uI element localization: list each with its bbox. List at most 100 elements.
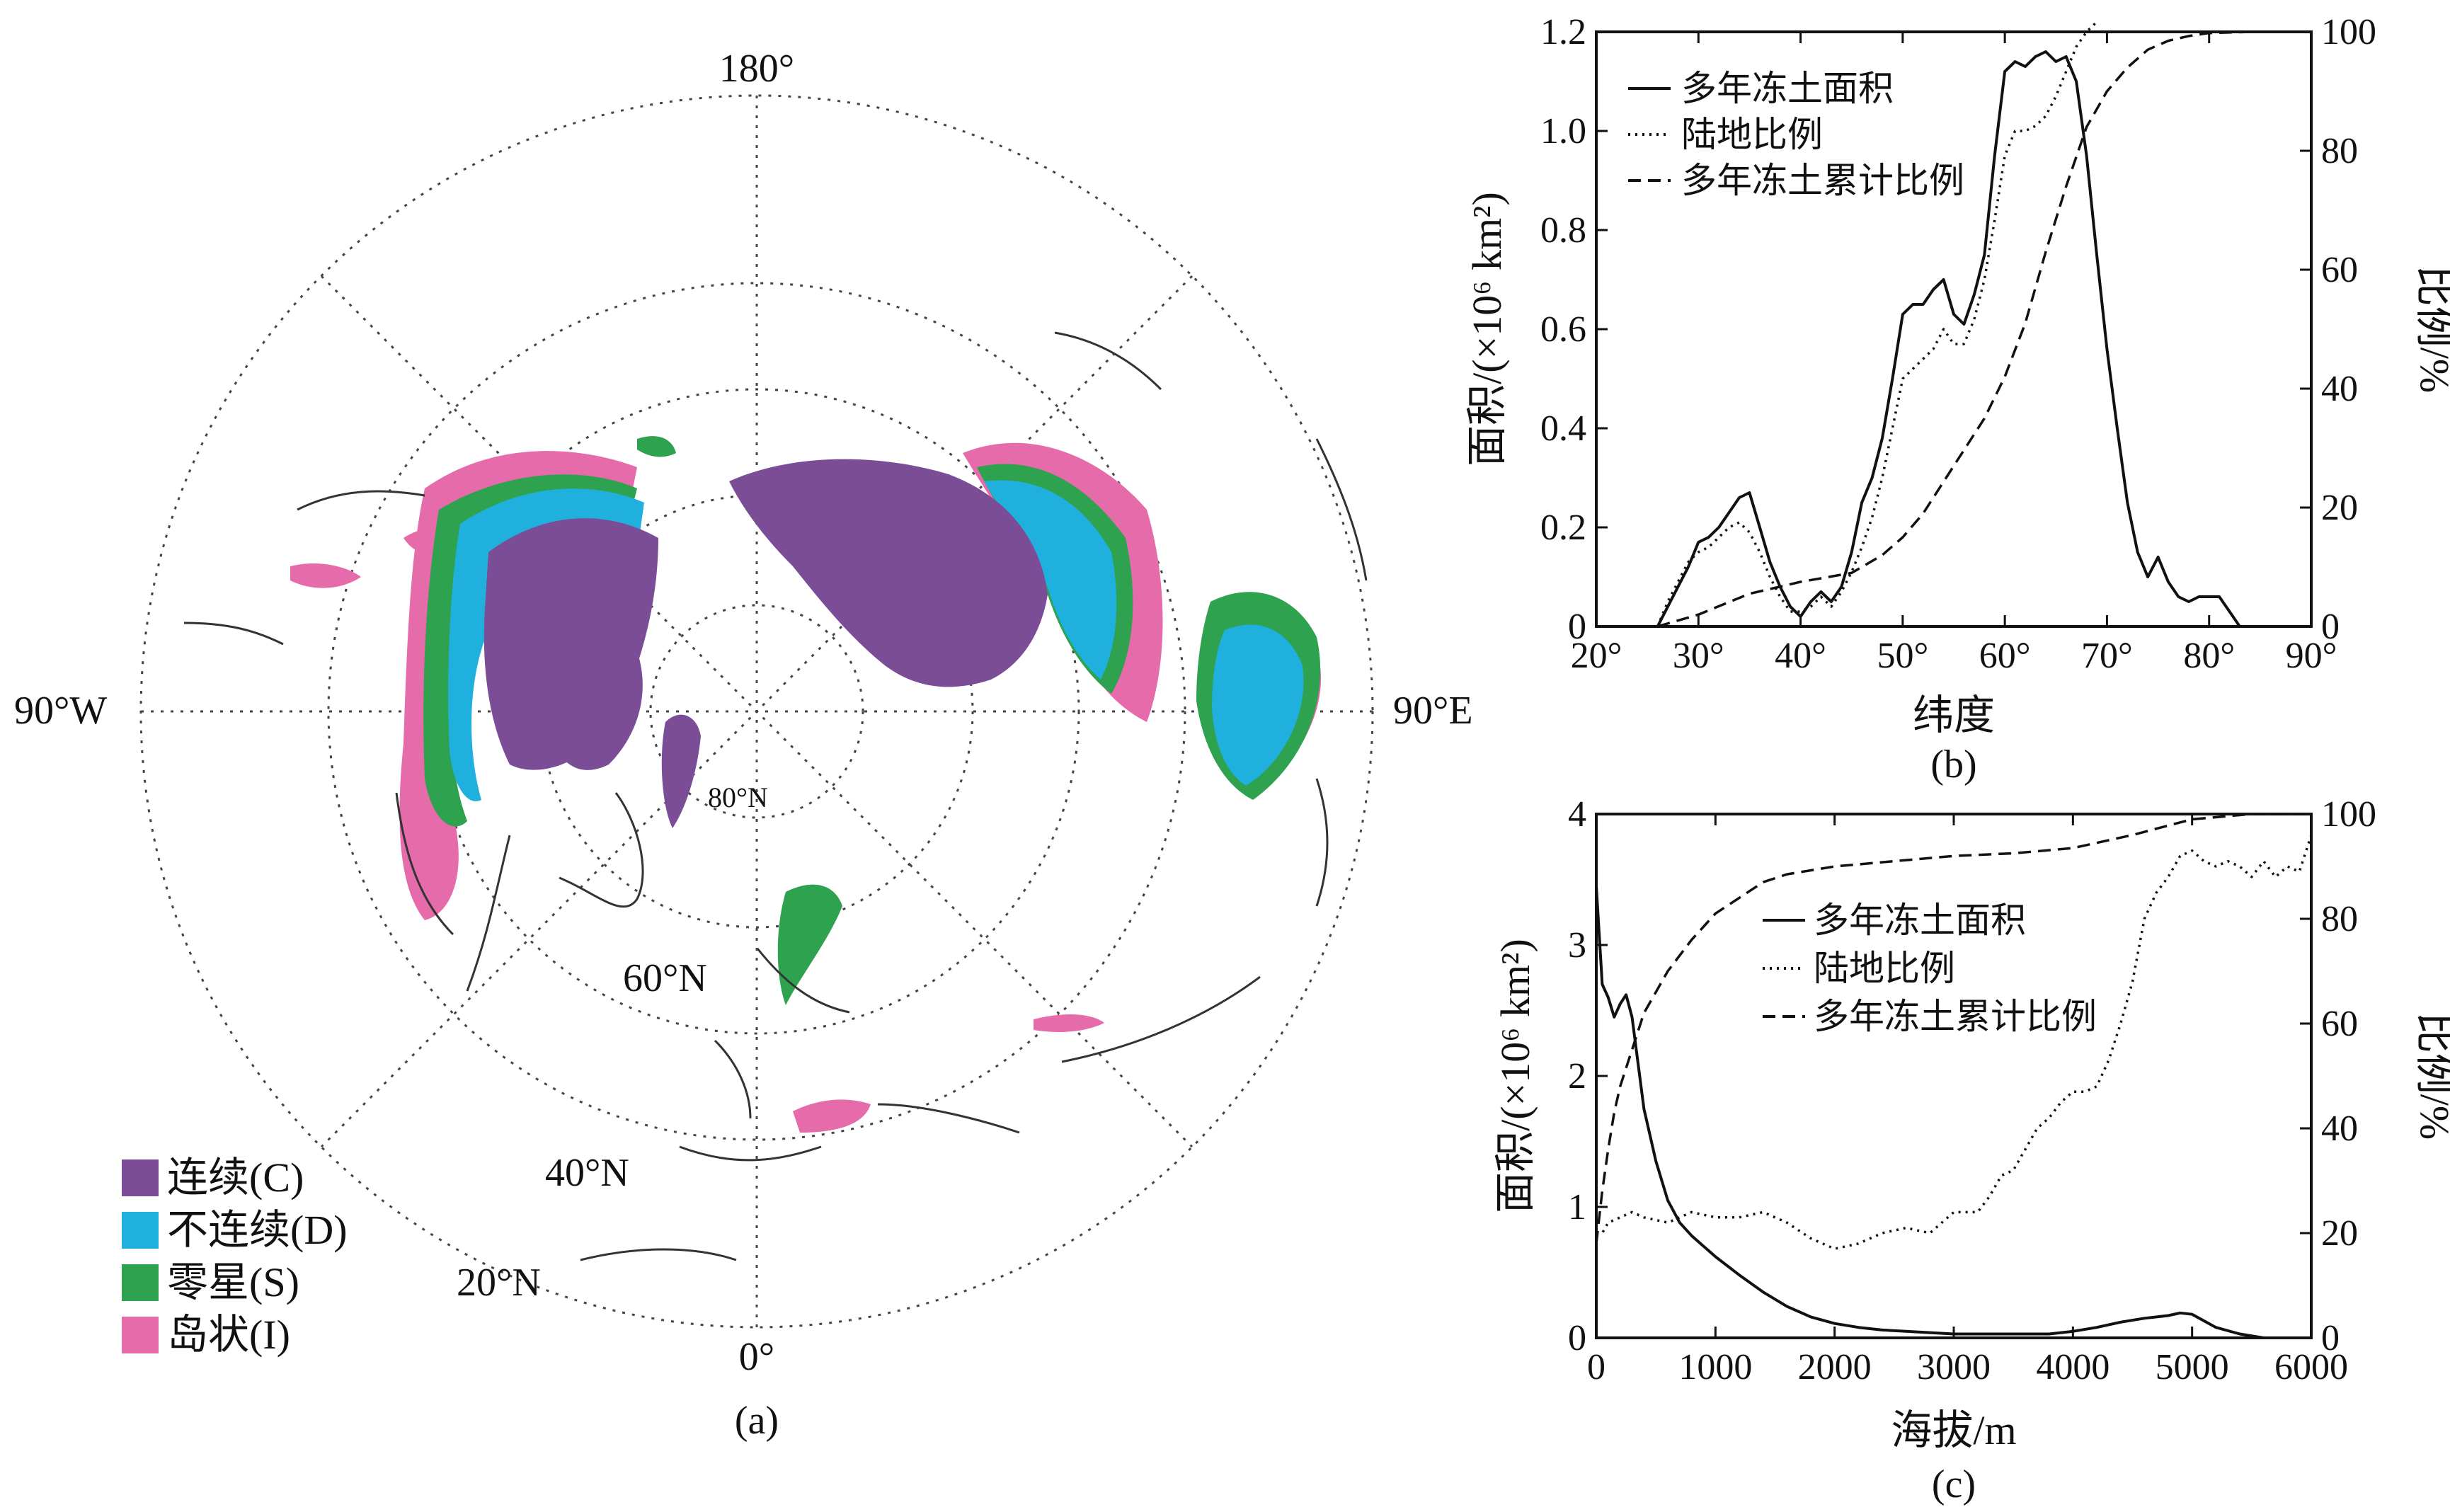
x-tick-label-c: 2000: [1798, 1347, 1872, 1387]
legend-label-island: 岛状(I): [167, 1312, 290, 1358]
y-tick-label-c: 0: [1568, 1318, 1586, 1358]
legend-item-discontinuous: 不连续(D): [122, 1207, 348, 1253]
y-tick-label-b: 1.2: [1540, 12, 1586, 52]
y2-tick-label-c: 100: [2321, 794, 2376, 835]
caption-c: (c): [1932, 1462, 1976, 1506]
lon-label-90w: 90°W: [14, 689, 107, 733]
zone-sporadic-greenland: [637, 436, 676, 457]
zone-continuous-greenland: [661, 714, 701, 828]
y-tick-label-c: 1: [1568, 1187, 1586, 1227]
x-tick-label-c: 3000: [1917, 1347, 1991, 1387]
y2-tick-label-c: 40: [2321, 1109, 2358, 1149]
y-axis-title-b: 面积/(×10⁶ km²): [1464, 192, 1510, 466]
plot-frame-c: [1595, 813, 2313, 1339]
legend-label-b-2: 多年冻土累计比例: [1681, 161, 1964, 200]
legend-label-c-1: 陆地比例: [1814, 949, 1955, 988]
legend-label-b-0: 多年冻土面积: [1681, 69, 1894, 108]
y-tick-label-b: 1.0: [1540, 111, 1586, 151]
y2-tick-label-c: 60: [2321, 1004, 2358, 1044]
chart-elevation: 0 1000 2000 3000 4000 5000 6000012340204060801…: [1492, 794, 2450, 1506]
y2-tick-label-b: 0: [2321, 607, 2340, 647]
lon-label-180: 180°: [719, 47, 794, 91]
legend-swatch-continuous: [122, 1159, 159, 1196]
y2-axis-title-b: 比例/%: [2412, 265, 2450, 393]
axis-ticks-b: 20° 30° 40° 50° 60° 70° 80° 90°00.20.40.60.81.0…: [1540, 12, 2376, 676]
legend-label-c-0: 多年冻土面积: [1814, 900, 2026, 940]
y-tick-label-b: 0.6: [1540, 309, 1586, 350]
y2-axis-title-c: 比例/%: [2412, 1012, 2450, 1140]
zone-island-west: [290, 563, 361, 588]
x-tick-label-b: 70°: [2081, 636, 2133, 676]
x-axis-title-c: 海拔/m: [1891, 1407, 2016, 1453]
x-axis-title-b: 纬度: [1913, 692, 1995, 738]
lat-label-40n: 40°N: [545, 1151, 629, 1195]
legend-label-continuous: 连续(C): [167, 1155, 304, 1201]
series-line-c-2: [1595, 813, 2311, 1244]
axis-ticks-c: 0 1000 2000 3000 4000 5000 6000012340204060801…: [1568, 794, 2376, 1387]
y2-tick-label-c: 20: [2321, 1213, 2358, 1254]
legend-swatch-island: [122, 1317, 159, 1353]
series-line-c-1: [1596, 835, 2313, 1250]
caption-a: (a): [735, 1399, 779, 1443]
legend-label-discontinuous: 不连续(D): [167, 1207, 348, 1253]
legend-swatch-sporadic: [122, 1264, 159, 1301]
x-tick-label-b: 50°: [1877, 636, 1928, 676]
meridians: [141, 96, 1373, 1327]
x-tick-label-b: 90°: [2286, 636, 2337, 676]
y-axis-title-c: 面积/(×10⁶ km²): [1492, 939, 1538, 1213]
x-tick-label-c: 6000: [2274, 1347, 2348, 1387]
y2-tick-label-c: 80: [2321, 899, 2358, 939]
y2-tick-label-b: 80: [2321, 131, 2358, 171]
y-tick-label-b: 0.2: [1540, 508, 1586, 548]
permafrost-zones: [290, 436, 1322, 1133]
y-tick-label-c: 3: [1568, 925, 1586, 966]
series-line-b-2: [1657, 30, 2250, 628]
series-line-b-1: [1656, 21, 2098, 627]
legend-label-sporadic: 零星(S): [167, 1259, 299, 1305]
zone-discontinuous-tibet: [1212, 624, 1304, 786]
y2-tick-label-b: 60: [2321, 250, 2358, 290]
lon-label-0: 0°: [739, 1335, 774, 1379]
series-line-c-0: [1595, 886, 2265, 1339]
lon-label-90e: 90°E: [1393, 689, 1473, 733]
zone-island-europe: [793, 1099, 871, 1133]
x-tick-label-c: 1000: [1678, 1347, 1752, 1387]
map-legend: 连续(C) 不连续(D) 零星(S) 岛状(I): [122, 1155, 348, 1358]
x-tick-label-c: 0: [1587, 1347, 1605, 1387]
y2-tick-label-b: 40: [2321, 369, 2358, 409]
zone-continuous-arctic-islands: [546, 614, 643, 770]
x-tick-label-b: 30°: [1673, 636, 1724, 676]
zone-continuous-eurasia: [729, 459, 1048, 687]
y2-tick-label-b: 20: [2321, 488, 2358, 528]
legend-label-b-1: 陆地比例: [1681, 115, 1823, 154]
series-b: [1656, 21, 2250, 628]
chart-latitude: 20° 30° 40° 50° 60° 70° 80° 90°00.20.40.60.81.0…: [1464, 12, 2450, 786]
zone-sporadic-scand: [777, 884, 842, 1005]
lat-label-80n: 80°N: [708, 781, 768, 813]
x-tick-label-c: 4000: [2036, 1347, 2110, 1387]
polar-map: 180° 90°W 90°E 0° 80°N 60°N 40°N 20°N 连续…: [14, 47, 1473, 1443]
x-tick-label-c: 5000: [2156, 1347, 2229, 1387]
y-tick-label-c: 2: [1568, 1056, 1586, 1096]
x-tick-label-b: 80°: [2183, 636, 2235, 676]
coastlines: [183, 331, 1368, 1261]
x-tick-label-b: 40°: [1775, 636, 1826, 676]
series-c: [1595, 813, 2313, 1339]
y-tick-label-b: 0.8: [1540, 210, 1586, 251]
zone-island-east: [1034, 1014, 1104, 1032]
legend-item-island: 岛状(I): [122, 1312, 290, 1358]
y-tick-label-b: 0.4: [1540, 408, 1586, 449]
lat-label-20n: 20°N: [457, 1261, 541, 1305]
x-tick-label-b: 60°: [1979, 636, 2031, 676]
x-tick-label-b: 20°: [1571, 636, 1622, 676]
y-tick-label-b: 0: [1568, 607, 1586, 647]
legend-b: 多年冻土面积 陆地比例 多年冻土累计比例: [1628, 69, 1964, 200]
legend-item-continuous: 连续(C): [122, 1155, 304, 1201]
legend-c: 多年冻土面积 陆地比例 多年冻土累计比例: [1763, 900, 2097, 1036]
legend-item-sporadic: 零星(S): [122, 1259, 299, 1305]
legend-swatch-discontinuous: [122, 1212, 159, 1249]
series-line-b-0: [1656, 50, 2241, 628]
legend-label-c-2: 多年冻土累计比例: [1814, 997, 2097, 1036]
caption-b: (b): [1930, 743, 1976, 786]
